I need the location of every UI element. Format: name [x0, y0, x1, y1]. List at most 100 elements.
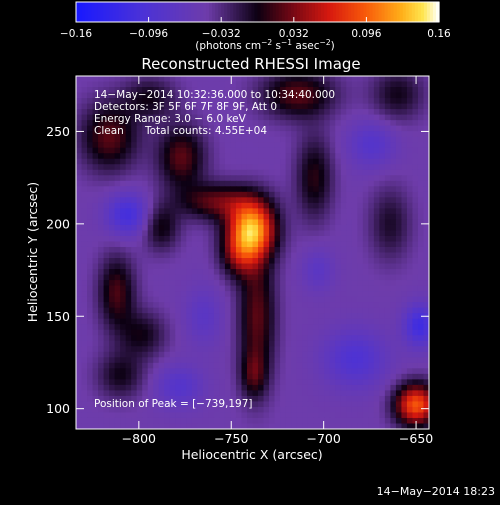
heatmap-cell: [368, 219, 375, 226]
heatmap-cell: [131, 340, 138, 347]
heatmap-cell: [202, 213, 209, 220]
heatmap-cell: [335, 219, 342, 226]
heatmap-cell: [258, 147, 265, 154]
heatmap-cell: [76, 302, 83, 309]
heatmap-cell: [346, 395, 353, 402]
heatmap-cell: [329, 87, 336, 94]
heatmap-cell: [147, 92, 154, 99]
heatmap-cell: [307, 92, 314, 99]
heatmap-cell: [153, 362, 160, 369]
heatmap-cell: [180, 175, 187, 182]
heatmap-cell: [291, 390, 298, 397]
heatmap-cell: [313, 169, 320, 176]
heatmap-cell: [423, 120, 430, 127]
heatmap-cell: [390, 98, 397, 105]
heatmap-cell: [406, 280, 413, 287]
heatmap-cell: [302, 230, 309, 237]
heatmap-cell: [114, 235, 121, 242]
heatmap-cell: [158, 280, 165, 287]
heatmap-cell: [125, 291, 132, 298]
colorbar-cell: [375, 2, 380, 22]
heatmap-cell: [324, 351, 331, 358]
heatmap-cell: [258, 258, 265, 265]
heatmap-cell: [208, 318, 215, 325]
heatmap-cell: [197, 357, 204, 364]
heatmap-cell: [318, 335, 325, 342]
heatmap-cell: [384, 340, 391, 347]
heatmap-cell: [125, 406, 132, 413]
heatmap-cell: [412, 362, 419, 369]
heatmap-cell: [208, 390, 215, 397]
heatmap-cell: [417, 285, 424, 292]
heatmap-cell: [224, 164, 231, 171]
heatmap-cell: [92, 357, 99, 364]
heatmap-cell: [346, 285, 353, 292]
heatmap-cell: [92, 186, 99, 193]
heatmap-cell: [362, 125, 369, 132]
heatmap-cell: [120, 384, 127, 391]
heatmap-cell: [197, 246, 204, 253]
heatmap-cell: [340, 285, 347, 292]
heatmap-cell: [362, 258, 369, 265]
heatmap-cell: [340, 175, 347, 182]
heatmap-cell: [235, 197, 242, 204]
heatmap-cell: [351, 368, 358, 375]
heatmap-cell: [87, 274, 94, 281]
heatmap-cell: [318, 213, 325, 220]
heatmap-cell: [87, 362, 94, 369]
heatmap-cell: [318, 180, 325, 187]
heatmap-cell: [346, 318, 353, 325]
heatmap-cell: [329, 120, 336, 127]
heatmap-cell: [175, 406, 182, 413]
heatmap-cell: [395, 81, 402, 88]
heatmap-cell: [131, 252, 138, 259]
heatmap-cell: [186, 158, 193, 165]
heatmap-cell: [202, 313, 209, 320]
heatmap-cell: [197, 412, 204, 419]
heatmap-cell: [131, 285, 138, 292]
heatmap-cell: [346, 412, 353, 419]
heatmap-cell: [401, 263, 408, 270]
heatmap-cell: [302, 406, 309, 413]
heatmap-cell: [109, 307, 116, 314]
heatmap-cell: [103, 169, 110, 176]
heatmap-cell: [197, 291, 204, 298]
heatmap-cell: [92, 340, 99, 347]
heatmap-cell: [329, 202, 336, 209]
heatmap-cell: [120, 296, 127, 303]
heatmap-cell: [423, 175, 430, 182]
heatmap-cell: [76, 208, 83, 215]
heatmap-cell: [235, 252, 242, 259]
heatmap-cell: [175, 191, 182, 198]
heatmap-cell: [114, 395, 121, 402]
heatmap-cell: [109, 302, 116, 309]
heatmap-cell: [241, 197, 248, 204]
heatmap-cell: [285, 136, 292, 143]
heatmap-cell: [125, 202, 132, 209]
heatmap-cell: [302, 186, 309, 193]
heatmap-cell: [307, 241, 314, 248]
heatmap-cell: [329, 147, 336, 154]
heatmap-cell: [296, 285, 303, 292]
heatmap-cell: [346, 103, 353, 110]
colorbar-cell: [342, 2, 346, 22]
heatmap-cell: [164, 324, 171, 331]
heatmap-cell: [175, 357, 182, 364]
heatmap-cell: [379, 103, 386, 110]
heatmap-cell: [114, 357, 121, 364]
heatmap-cell: [258, 92, 265, 99]
heatmap-cell: [423, 92, 430, 99]
heatmap-cell: [307, 224, 314, 231]
heatmap-cell: [180, 291, 187, 298]
heatmap-cell: [412, 368, 419, 375]
heatmap-cell: [175, 384, 182, 391]
heatmap-cell: [186, 335, 193, 342]
heatmap-cell: [401, 329, 408, 336]
heatmap-cell: [395, 208, 402, 215]
heatmap-cell: [202, 252, 209, 259]
heatmap-cell: [131, 197, 138, 204]
colorbar-units: (photons cm−2 s−1 asec−2): [195, 38, 334, 52]
heatmap-cell: [357, 329, 364, 336]
heatmap-cell: [76, 180, 83, 187]
heatmap-cell: [197, 230, 204, 237]
